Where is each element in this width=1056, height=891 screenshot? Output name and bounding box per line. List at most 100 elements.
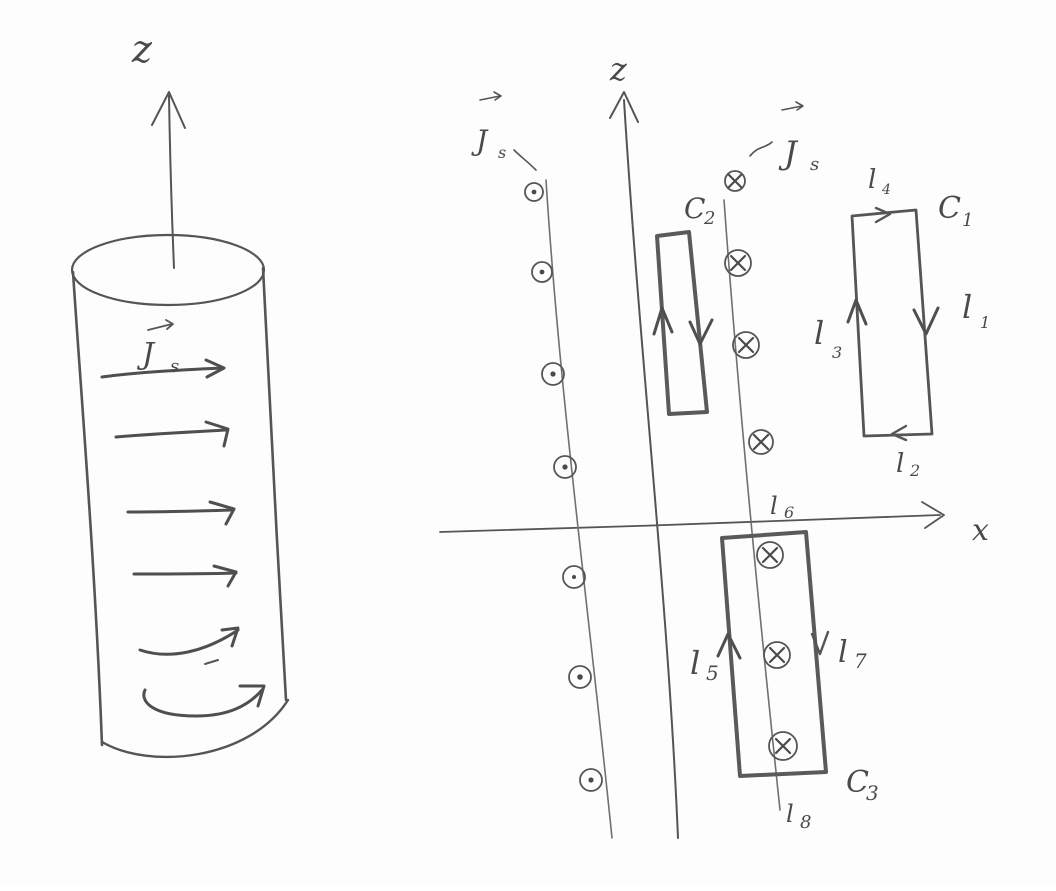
current-arrowhead-1-icon	[204, 358, 226, 379]
js-left-leader	[513, 149, 537, 171]
loop-c3-outline	[720, 530, 828, 778]
dot-in-circle-icon	[524, 182, 544, 202]
x-axis	[439, 514, 941, 533]
label-l6-sub: 6	[784, 503, 794, 522]
label-l8: l	[786, 800, 794, 828]
right-z-arrowhead-icon	[609, 91, 639, 123]
loop-c3-down-arrow-icon	[810, 630, 830, 656]
label-l3-sub: 3	[832, 343, 842, 362]
current-arrow-6	[142, 688, 264, 718]
right-z-label: z	[609, 50, 628, 88]
loop-c1-label: C	[938, 191, 961, 226]
label-l3: l	[814, 314, 824, 352]
x-axis-label: x	[972, 513, 989, 548]
loop-c1-bottom-arrow-icon	[890, 424, 908, 442]
cross-in-circle-icon	[756, 541, 784, 569]
label-l1-sub: 1	[980, 313, 990, 332]
right-surface-line	[723, 199, 781, 811]
dot-in-circle-icon	[562, 565, 586, 589]
loop-c1-top-arrow-icon	[874, 206, 892, 224]
segment-labels-c1: l 4 l 1 l 3 l 2	[814, 165, 990, 480]
label-l6: l	[770, 492, 778, 520]
svg-text:J: J	[778, 134, 799, 172]
loop-c1-sub: 1	[962, 210, 973, 231]
left-current-vector-icon	[147, 319, 174, 331]
into-page-markers	[724, 170, 798, 761]
label-l4-sub: 4	[881, 182, 891, 198]
js-left-label: J s	[471, 91, 537, 171]
cylinder-right-side	[261, 266, 288, 702]
label-l8-sub: 8	[800, 812, 811, 833]
label-l5: l	[690, 644, 700, 682]
current-arrow-1	[100, 366, 224, 379]
dot-in-circle-icon	[553, 455, 577, 479]
loop-c2-up-arrow-icon	[652, 306, 674, 336]
left-z-label: z	[131, 27, 153, 71]
current-arrowhead-5-icon	[220, 626, 240, 648]
dot-in-circle-icon	[579, 768, 603, 792]
loop-c2: C 2	[652, 192, 715, 416]
svg-text:s: s	[810, 154, 819, 175]
cylinder-left-side	[71, 270, 104, 747]
js-left-vector-icon	[479, 91, 502, 101]
cylinder-top-ellipse	[70, 233, 266, 307]
loop-c2-down-arrow-icon	[688, 318, 714, 346]
current-arrow-4	[132, 571, 238, 576]
loop-c3-up-arrow-icon	[716, 632, 742, 660]
label-l2-sub: 2	[909, 461, 920, 480]
cross-in-circle-icon	[732, 331, 760, 359]
svg-text:s: s	[498, 143, 506, 162]
loop-c3: C 3	[716, 530, 879, 805]
left-z-axis	[168, 94, 175, 269]
cross-section-figure: z x J s J s	[439, 50, 990, 839]
js-right-leader	[749, 141, 773, 157]
x-arrowhead-icon	[921, 501, 945, 529]
left-current-label: J s	[136, 319, 179, 377]
loop-c1-up-arrow-icon	[846, 298, 868, 326]
svg-text:J: J	[471, 124, 489, 157]
label-l7: l	[838, 635, 848, 670]
cross-in-circle-icon	[724, 249, 752, 277]
current-arrowhead-2-icon	[204, 420, 230, 448]
js-right-vector-icon	[781, 101, 804, 111]
label-l4: l	[868, 165, 876, 195]
label-l1: l	[962, 288, 972, 326]
current-arrow-5	[138, 628, 240, 656]
cylinder-bottom-curve	[100, 698, 290, 759]
loop-c1-down-arrow-icon	[912, 306, 940, 336]
cross-in-circle-icon	[748, 429, 774, 455]
loop-c2-outline	[655, 230, 709, 416]
current-arrowhead-4-icon	[212, 564, 238, 588]
svg-text:J: J	[136, 337, 156, 372]
js-right-label: J s	[749, 101, 819, 175]
label-l7-sub: 7	[854, 649, 867, 673]
left-surface-line	[545, 179, 613, 839]
loop-c3-sub: 3	[866, 781, 879, 805]
cylinder-figure: z J s	[70, 27, 290, 759]
label-l5-sub: 5	[706, 661, 719, 685]
out-of-page-markers	[524, 182, 603, 792]
current-arrowhead-3-icon	[208, 500, 236, 526]
right-z-axis	[623, 99, 679, 839]
cross-in-circle-icon	[763, 641, 791, 669]
cross-in-circle-icon	[768, 731, 798, 761]
loop-c3-label: C	[846, 765, 869, 800]
dot-in-circle-icon	[531, 261, 553, 283]
current-arrowhead-6-icon	[238, 684, 266, 708]
dot-in-circle-icon	[568, 665, 592, 689]
loop-c2-label: C	[684, 192, 705, 225]
left-z-arrowhead-icon	[151, 91, 186, 129]
current-tick-5	[204, 659, 219, 665]
svg-text:s: s	[170, 356, 179, 377]
current-arrow-2	[114, 428, 228, 439]
cross-in-circle-icon	[724, 170, 746, 192]
loop-c1-outline	[850, 208, 934, 438]
loop-c2-sub: 2	[703, 208, 715, 229]
dot-in-circle-icon	[541, 362, 565, 386]
loop-c1: C 1	[846, 191, 973, 442]
label-l2: l	[896, 449, 904, 479]
segment-labels-c3: l 6 l 5 l 7 l 8	[690, 492, 867, 833]
current-arrow-3	[126, 508, 234, 514]
